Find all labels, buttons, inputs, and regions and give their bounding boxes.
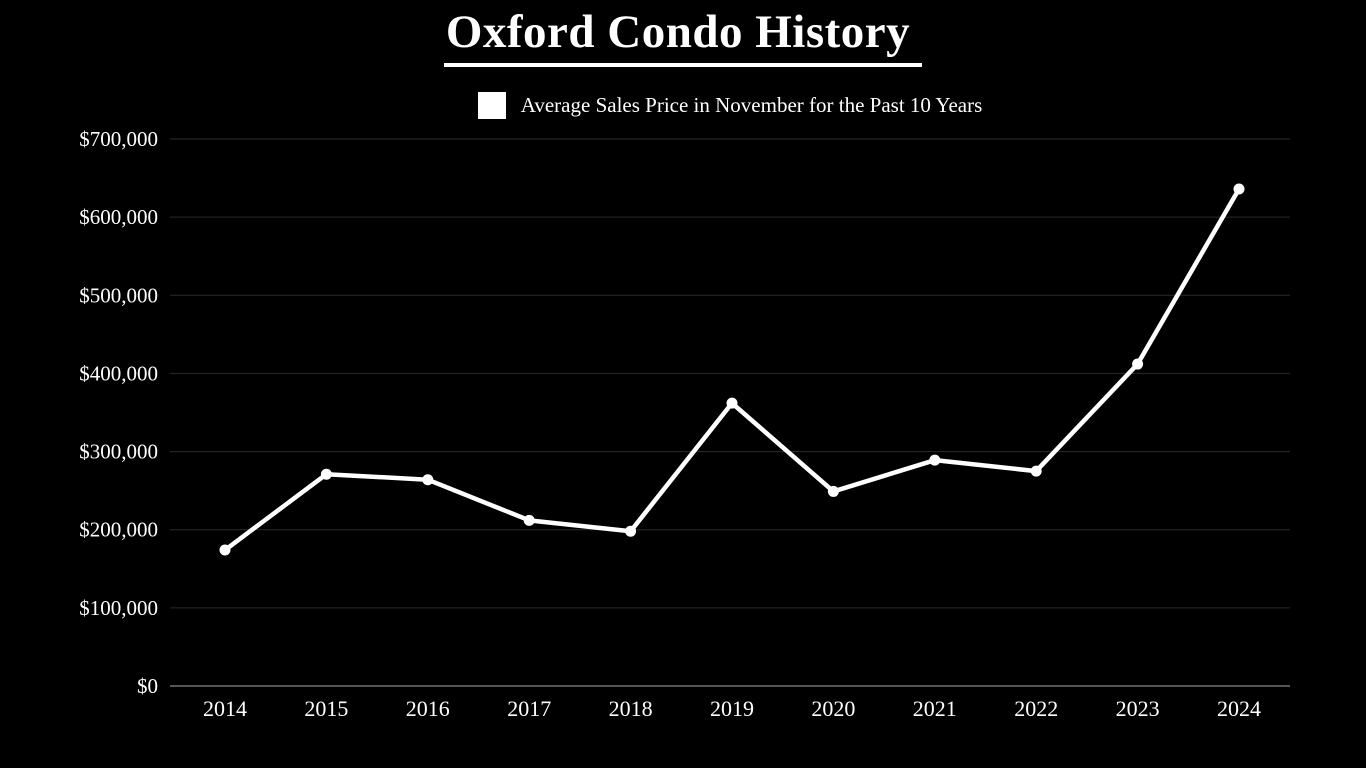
title-container: Oxford Condo History	[0, 0, 1366, 67]
y-axis-tick-label: $200,000	[79, 518, 158, 542]
data-point-2015	[320, 468, 332, 480]
data-point-2014	[219, 544, 231, 556]
y-axis-tick-label: $100,000	[79, 596, 158, 620]
x-axis-tick-label: 2022	[1014, 696, 1058, 721]
legend: Average Sales Price in November for the …	[170, 92, 1290, 119]
chart-title: Oxford Condo History	[443, 7, 923, 67]
x-axis-tick-label: 2023	[1116, 696, 1160, 721]
y-axis-tick-label: $0	[137, 674, 158, 698]
data-point-2022	[1030, 465, 1042, 477]
data-point-2018	[625, 525, 637, 537]
x-axis-tick-label: 2020	[811, 696, 855, 721]
x-axis-tick-label: 2015	[304, 696, 348, 721]
legend-label: Average Sales Price in November for the …	[520, 93, 983, 117]
y-axis-tick-label: $700,000	[79, 127, 158, 151]
x-axis-tick-label: 2021	[913, 696, 957, 721]
data-point-2020	[827, 485, 839, 497]
data-point-2019	[726, 397, 738, 409]
data-point-2024	[1233, 183, 1245, 195]
data-point-2016	[422, 474, 434, 486]
x-axis-tick-label: 2017	[507, 696, 551, 721]
x-axis-tick-label: 2016	[406, 696, 450, 721]
x-axis-tick-label: 2018	[609, 696, 653, 721]
data-point-2017	[523, 514, 535, 526]
series-line	[222, 186, 1242, 553]
data-point-2023	[1132, 358, 1144, 370]
y-axis-tick-label: $500,000	[79, 283, 158, 307]
y-axis-tick-label: $400,000	[79, 361, 158, 385]
y-axis-tick-label: $300,000	[79, 440, 158, 464]
x-axis-tick-label: 2014	[203, 696, 247, 721]
y-axis-tick-label: $600,000	[79, 205, 158, 229]
x-axis-tick-label: 2024	[1217, 696, 1261, 721]
data-point-2021	[929, 454, 941, 466]
legend-swatch	[477, 92, 506, 119]
x-axis-tick-label: 2019	[710, 696, 754, 721]
